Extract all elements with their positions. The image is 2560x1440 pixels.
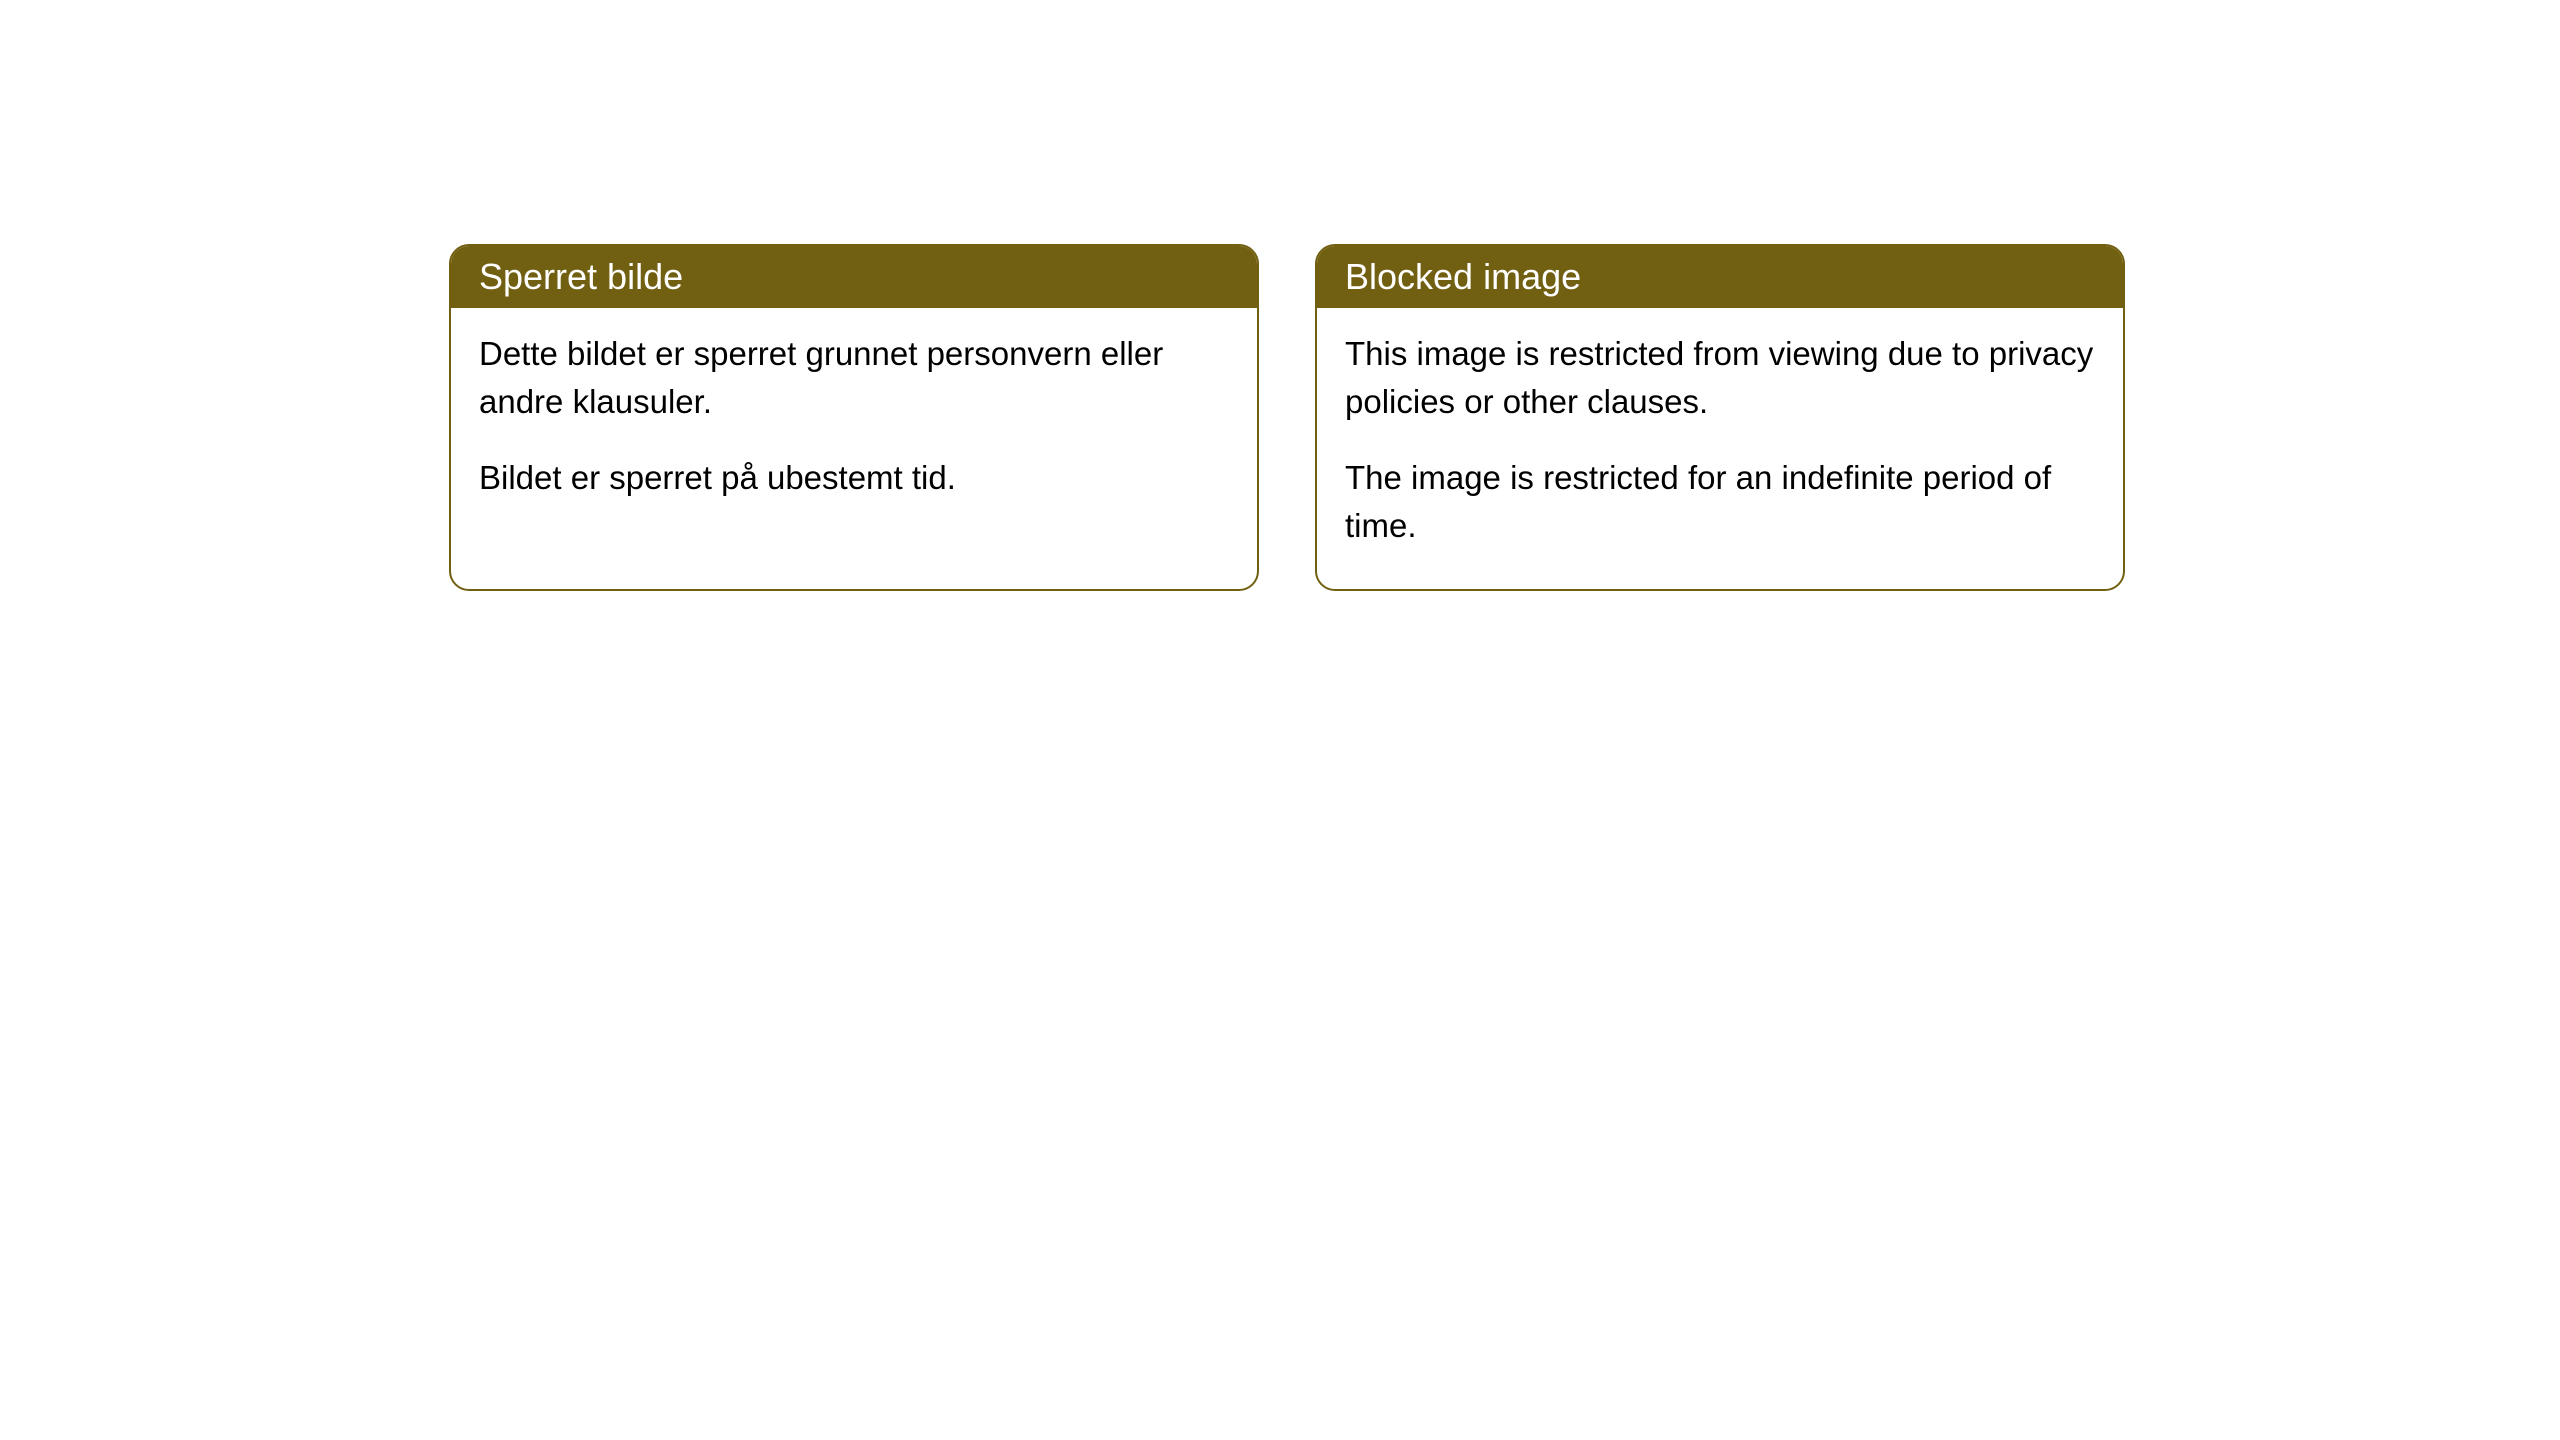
card-paragraph: Bildet er sperret på ubestemt tid. — [479, 454, 1229, 502]
card-header-english: Blocked image — [1317, 246, 2123, 308]
card-body-english: This image is restricted from viewing du… — [1317, 308, 2123, 589]
card-body-norwegian: Dette bildet er sperret grunnet personve… — [451, 308, 1257, 542]
card-title: Blocked image — [1345, 256, 1581, 297]
card-paragraph: The image is restricted for an indefinit… — [1345, 454, 2095, 550]
card-title: Sperret bilde — [479, 256, 683, 297]
notice-card-english: Blocked image This image is restricted f… — [1315, 244, 2125, 591]
card-paragraph: Dette bildet er sperret grunnet personve… — [479, 330, 1229, 426]
notice-card-norwegian: Sperret bilde Dette bildet er sperret gr… — [449, 244, 1259, 591]
card-header-norwegian: Sperret bilde — [451, 246, 1257, 308]
notice-cards-container: Sperret bilde Dette bildet er sperret gr… — [449, 244, 2125, 591]
card-paragraph: This image is restricted from viewing du… — [1345, 330, 2095, 426]
